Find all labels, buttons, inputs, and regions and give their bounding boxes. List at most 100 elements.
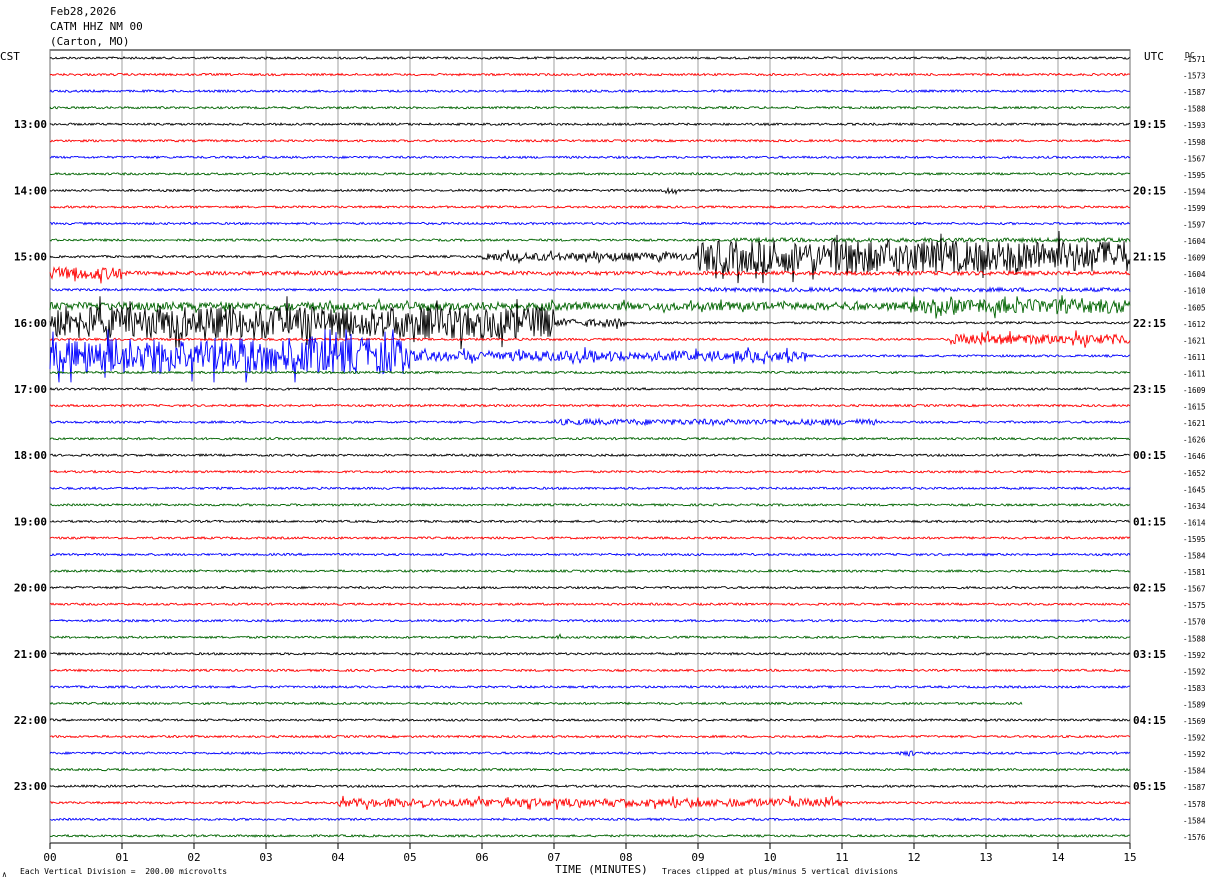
dc-offset-label: -1592 (1183, 750, 1206, 759)
dc-offset-label: -1611 (1183, 353, 1206, 362)
seismic-trace (49, 486, 1131, 491)
plot-frame (49, 49, 1131, 844)
right-hour-label: 03:15 (1133, 648, 1166, 661)
right-hour-label: 05:15 (1133, 780, 1166, 793)
dc-label: DC (1185, 51, 1195, 60)
right-hour-label: 21:15 (1133, 251, 1166, 264)
seismic-trace (49, 602, 1131, 607)
right-hour-label: 22:15 (1133, 317, 1166, 330)
right-hour-label: 19:15 (1133, 118, 1166, 131)
dc-offset-label: -1614 (1183, 518, 1206, 527)
dc-offset-label: -1621 (1183, 419, 1206, 428)
left-hour-label: 18:00 (14, 449, 47, 462)
seismic-trace (49, 403, 1131, 408)
x-tick-label: 07 (547, 851, 560, 864)
right-timezone-label: UTC (1144, 50, 1164, 63)
seismic-trace (49, 370, 1131, 375)
seismic-trace (49, 767, 1131, 772)
x-tick-label: 08 (619, 851, 632, 864)
dc-offset-label: -1569 (1183, 717, 1206, 726)
dc-offset-label: -1599 (1183, 204, 1206, 213)
seismic-trace (49, 535, 1131, 541)
seismic-trace (49, 72, 1131, 77)
left-hour-label: 23:00 (14, 780, 47, 793)
seismic-trace (49, 701, 1023, 706)
x-tick-label: 15 (1123, 851, 1136, 864)
seismic-trace (49, 55, 1131, 60)
seismic-trace (49, 502, 1131, 507)
right-hour-label: 04:15 (1133, 714, 1166, 727)
dc-offset-label: -1598 (1183, 138, 1206, 147)
dc-offset-label: -1578 (1183, 800, 1206, 809)
dc-offset-label: -1626 (1183, 436, 1206, 445)
dc-offset-label: -1611 (1183, 369, 1206, 378)
seismic-trace (49, 795, 1131, 810)
x-tick-label: 03 (259, 851, 272, 864)
dc-offset-label: -1584 (1183, 816, 1206, 825)
dc-offset-label: -1587 (1183, 88, 1206, 97)
left-hour-label: 16:00 (14, 317, 47, 330)
seismic-trace (49, 618, 1131, 623)
left-hour-label: 22:00 (14, 714, 47, 727)
dc-offset-label: -1592 (1183, 667, 1206, 676)
seismic-trace (49, 651, 1131, 656)
seismic-trace (49, 296, 1131, 350)
dc-offset-label: -1595 (1183, 535, 1206, 544)
x-tick-label: 01 (115, 851, 128, 864)
dc-offset-label: -1612 (1183, 320, 1206, 329)
left-hour-label: 21:00 (14, 648, 47, 661)
dc-offset-label: -1609 (1183, 386, 1206, 395)
x-tick-label: 10 (763, 851, 776, 864)
seismic-trace (49, 221, 1130, 226)
seismic-trace (49, 469, 1131, 474)
dc-offset-label: -1589 (1183, 700, 1206, 709)
left-hour-label: 19:00 (14, 515, 47, 528)
dc-offset-label: -1587 (1183, 783, 1206, 792)
dc-offset-label: -1615 (1183, 403, 1206, 412)
dc-offset-label: -1581 (1183, 568, 1206, 577)
seismic-trace (49, 330, 1131, 348)
dc-offset-label: -1592 (1183, 651, 1206, 660)
dc-offset-label: -1595 (1183, 171, 1206, 180)
clip-note: Traces clipped at plus/minus 5 vertical … (662, 867, 899, 876)
seismic-trace (50, 633, 1131, 640)
dc-offset-label: -1588 (1183, 105, 1206, 114)
seismic-trace (49, 286, 1131, 294)
dc-offset-label: -1588 (1183, 634, 1206, 643)
dc-offset-label: -1576 (1183, 833, 1206, 842)
seismic-trace (49, 436, 1131, 441)
seismic-trace (49, 684, 1131, 690)
seismic-trace (49, 519, 1131, 524)
x-tick-label: 13 (979, 851, 992, 864)
seismic-trace (49, 236, 1131, 244)
dc-offset-label: -1652 (1183, 469, 1206, 478)
dc-offset-label: -1604 (1183, 270, 1206, 279)
scale-note: Each Vertical Division = 200.00 microvol… (20, 867, 228, 876)
dc-offset-label: -1573 (1183, 72, 1206, 81)
x-tick-label: 05 (403, 851, 416, 864)
left-timezone-label: CST (0, 50, 20, 63)
seismic-trace (49, 329, 1131, 383)
corner-mark: ∧ (2, 870, 7, 879)
dc-offset-label: -1592 (1183, 734, 1206, 743)
seismic-trace (49, 138, 1131, 143)
dc-offset-label: -1634 (1183, 502, 1206, 511)
x-tick-label: 09 (691, 851, 704, 864)
dc-offset-label: -1567 (1183, 154, 1206, 163)
dc-offset-label: -1584 (1183, 767, 1206, 776)
seismic-trace (49, 386, 1131, 391)
dc-offset-label: -1597 (1183, 221, 1206, 230)
left-hour-label: 20:00 (14, 582, 47, 595)
seismic-trace (49, 453, 1131, 458)
dc-offset-label: -1593 (1183, 121, 1206, 130)
x-tick-label: 11 (835, 851, 848, 864)
dc-offset-label: -1621 (1183, 336, 1206, 345)
seismic-trace (49, 122, 1131, 127)
left-hour-label: 14:00 (14, 184, 47, 197)
x-tick-label: 06 (475, 851, 488, 864)
seismic-trace (49, 89, 1130, 94)
x-tick-label: 04 (331, 851, 345, 864)
right-hour-label: 02:15 (1133, 582, 1166, 595)
seismic-trace (49, 734, 1131, 739)
